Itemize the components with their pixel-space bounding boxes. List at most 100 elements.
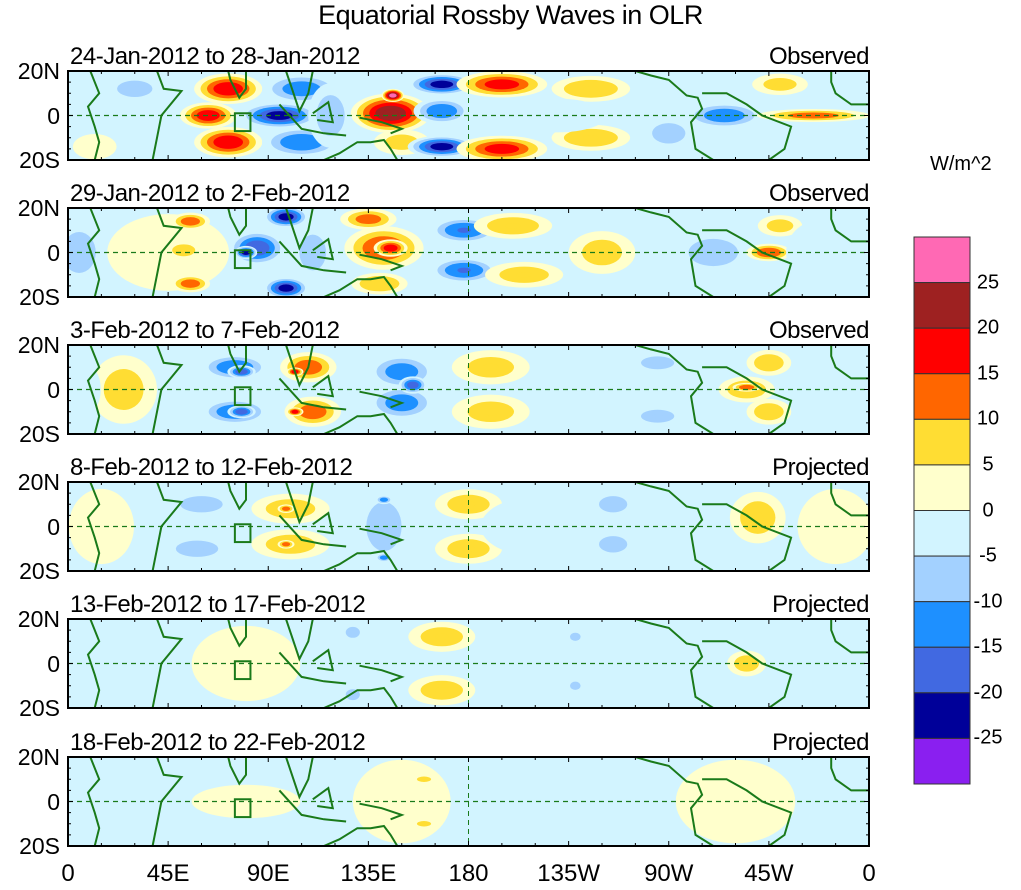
x-tick-label: 0: [862, 860, 876, 887]
coastline: [312, 237, 335, 261]
coastline: [359, 116, 405, 135]
panel-5-status: Projected: [772, 591, 869, 618]
anomaly-core: [103, 793, 122, 810]
y-tick-label: 20S: [19, 695, 60, 721]
colorbar-swatch: [913, 601, 971, 648]
colorbar-swatch: [913, 646, 971, 694]
anomaly-core: [524, 520, 547, 533]
anomaly-core: [705, 248, 722, 257]
anomaly-core: [608, 501, 618, 507]
coastline: [227, 345, 247, 374]
coastline: [635, 482, 714, 571]
coastline: [323, 824, 399, 846]
y-tick-label: 20S: [19, 147, 60, 173]
coastline: [312, 511, 335, 535]
anomaly-core: [194, 501, 209, 507]
anomaly-core: [362, 216, 374, 222]
anomaly-core: [435, 82, 449, 87]
coastline: [359, 802, 405, 821]
anomaly-core: [281, 285, 291, 291]
panel-1-status: Observed: [768, 43, 870, 70]
anomaly-core: [284, 542, 289, 546]
anomaly-core: [202, 112, 214, 119]
coastline: [635, 208, 714, 297]
colorbar-swatch: [913, 327, 971, 375]
anomaly-core: [573, 684, 578, 688]
index-region-box: [233, 523, 252, 544]
coastline: [151, 345, 184, 434]
coastline: [285, 619, 314, 662]
colorbar-label: 25: [976, 271, 1000, 294]
panel-3-status: Observed: [768, 317, 870, 344]
colorbar-swatch: [913, 555, 971, 603]
coastline: [635, 757, 714, 846]
anomaly-core: [743, 385, 750, 389]
panel-3-period: 3-Feb-2012 to 7-Feb-2012: [70, 317, 340, 344]
x-tick-label: 45E: [146, 860, 190, 887]
y-tick-label: 0: [47, 376, 60, 403]
anomaly-core: [764, 409, 774, 415]
coastline: [830, 619, 869, 654]
coastline: [285, 71, 314, 114]
anomaly-core: [396, 139, 408, 145]
coastline: [151, 619, 184, 708]
anomaly-core: [238, 410, 245, 414]
y-tick-label: 20N: [17, 332, 60, 358]
coastline: [86, 71, 101, 160]
coastline: [830, 345, 869, 380]
colorbar-label: -25: [973, 726, 1003, 749]
anomaly-core: [608, 541, 618, 547]
anomaly-core: [102, 656, 123, 671]
index-region-box: [233, 112, 252, 133]
coastline: [312, 648, 335, 672]
x-tick-label: 180: [448, 860, 489, 887]
anomaly-core: [421, 822, 427, 826]
anomaly-core: [221, 139, 235, 146]
anomaly-core: [129, 86, 141, 92]
coastline: [227, 71, 247, 100]
colorbar-label: 0: [982, 499, 994, 521]
anomaly-core: [390, 93, 396, 97]
index-region-box: [233, 798, 252, 819]
coastline: [830, 208, 869, 243]
anomaly-core: [284, 507, 289, 511]
coastline: [227, 619, 247, 648]
y-tick-label: 0: [47, 788, 60, 815]
panel-6-status: Projected: [772, 729, 869, 756]
anomaly-core: [435, 144, 449, 149]
colorbar-label: 5: [982, 453, 994, 476]
y-tick-label: 20N: [17, 195, 60, 221]
coastline: [359, 527, 405, 546]
anomaly-core: [381, 498, 386, 502]
coastline: [278, 514, 347, 548]
coastline: [278, 103, 347, 137]
y-tick-label: 20S: [19, 558, 60, 584]
y-tick-label: 20N: [17, 744, 60, 770]
coastline: [635, 345, 714, 434]
coastline: [285, 482, 314, 525]
anomaly-core: [234, 655, 258, 672]
anomaly-core: [387, 246, 394, 250]
anomaly-core: [436, 108, 448, 114]
x-tick-label: 0: [61, 860, 75, 887]
anomaly-core: [492, 146, 511, 152]
anomaly-core: [583, 86, 599, 92]
coastline: [323, 549, 399, 571]
y-tick-label: 20N: [17, 58, 60, 84]
anomaly-core: [293, 85, 310, 92]
anomaly-core: [435, 687, 449, 694]
coastline: [227, 757, 247, 786]
y-tick-label: 0: [47, 239, 60, 266]
coastline: [323, 412, 399, 434]
anomaly-core: [94, 518, 109, 535]
y-tick-label: 20S: [19, 833, 60, 859]
x-tick-label: 90E: [246, 860, 290, 887]
anomaly-core: [559, 383, 578, 396]
coastline: [86, 345, 101, 434]
y-tick-label: 0: [47, 102, 60, 129]
colorbar-swatch: [913, 418, 971, 466]
anomaly-core: [583, 135, 599, 141]
coastline: [227, 208, 247, 237]
anomaly-core: [410, 383, 416, 387]
